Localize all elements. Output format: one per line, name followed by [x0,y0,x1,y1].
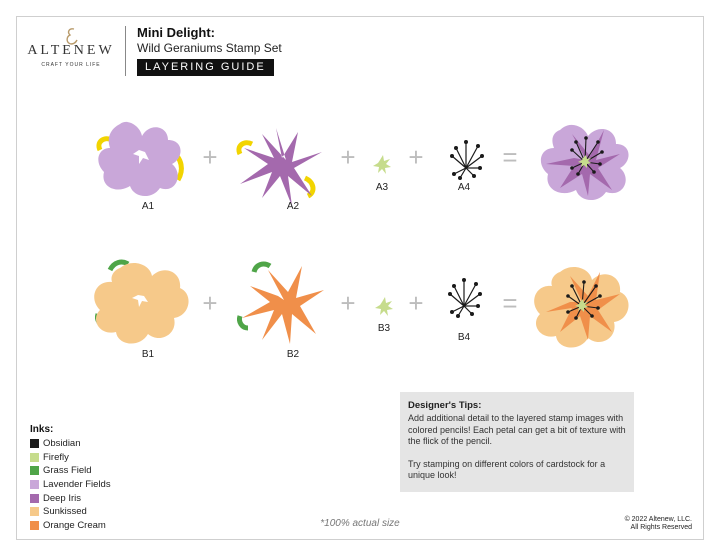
actual-size-note: *100% actual size [320,518,400,529]
ink-name: Obsidian [43,438,81,450]
ink-item: Obsidian [30,437,111,451]
stamp-label-a3: A3 [375,182,389,193]
brand-name: ALTENEW [27,43,115,58]
ampersand-mark-icon [66,28,78,45]
page-title: Mini Delight: [137,25,215,40]
ink-name: Lavender Fields [43,479,111,491]
stamp-b3-image [375,297,393,316]
ink-swatch [30,452,39,462]
inks-title: Inks: [30,424,54,435]
stamp-label-b3: B3 [377,323,391,334]
copyright-line: All Rights Reserved [630,524,692,531]
ink-item: Sunkissed [30,505,111,519]
tips-title: Designer's Tips: [408,400,482,411]
copyright-line: © 2022 Altenew, LLC. [624,516,692,523]
flower-artwork [94,121,629,348]
equals-sign: = [502,142,518,172]
stamp-label-b1: B1 [141,349,155,360]
plus-sign: + [408,288,424,318]
header-divider [125,26,126,76]
ink-item: Lavender Fields [30,478,111,492]
plus-sign: + [202,142,218,172]
stamp-b1-image [94,259,189,344]
plus-sign: + [340,288,356,318]
ink-name: Sunkissed [43,506,87,518]
ink-swatch [30,439,39,449]
stamp-a1-image [96,121,184,197]
copyright: © 2022 Altenew, LLC. All Rights Reserved [625,516,692,532]
tips-paragraph: Add additional detail to the layered sta… [408,413,626,446]
layering-guide-badge: LAYERING GUIDE [137,59,274,76]
stamp-label-a2: A2 [286,201,300,212]
ink-item: Grass Field [30,464,111,478]
brand-logo: ALTENEW CRAFT YOUR LIFE [26,26,116,76]
stamp-a4-image [450,140,484,180]
stamp-b-result-image [534,266,629,348]
ink-swatch [30,520,39,530]
ink-item: Orange Cream [30,519,111,533]
ink-swatch [30,507,39,517]
inks-legend: Inks: Obsidian Firefly Grass Field Laven… [30,424,111,532]
stamp-label-b2: B2 [286,349,300,360]
ink-swatch [30,480,39,490]
stamp-a-result-image [540,124,629,201]
stamp-label-a1: A1 [141,201,155,212]
stamp-b4-image [448,278,482,318]
stamp-label-b4: B4 [457,332,471,343]
equals-sign: = [502,288,518,318]
ink-swatch [30,466,39,476]
stamp-label-a4: A4 [457,182,471,193]
plus-sign: + [202,288,218,318]
designer-tips-box: Designer's Tips: Add additional detail t… [400,392,634,492]
brand-tagline: CRAFT YOUR LIFE [41,62,101,68]
ink-name: Orange Cream [43,519,106,531]
ink-name: Deep Iris [43,492,82,504]
ink-item: Deep Iris [30,491,111,505]
tips-paragraph: Try stamping on different colors of card… [408,458,606,481]
ink-name: Grass Field [43,465,92,477]
ink-swatch [30,493,39,503]
stamp-a3-image [373,155,391,174]
plus-sign: + [408,142,424,172]
ink-name: Firefly [43,451,69,463]
ink-item: Firefly [30,451,111,465]
stamp-a2-image [236,128,322,206]
page-frame [16,16,704,540]
stamp-b2-image [237,261,324,344]
page-subtitle: Wild Geraniums Stamp Set [137,41,282,55]
plus-sign: + [340,142,356,172]
